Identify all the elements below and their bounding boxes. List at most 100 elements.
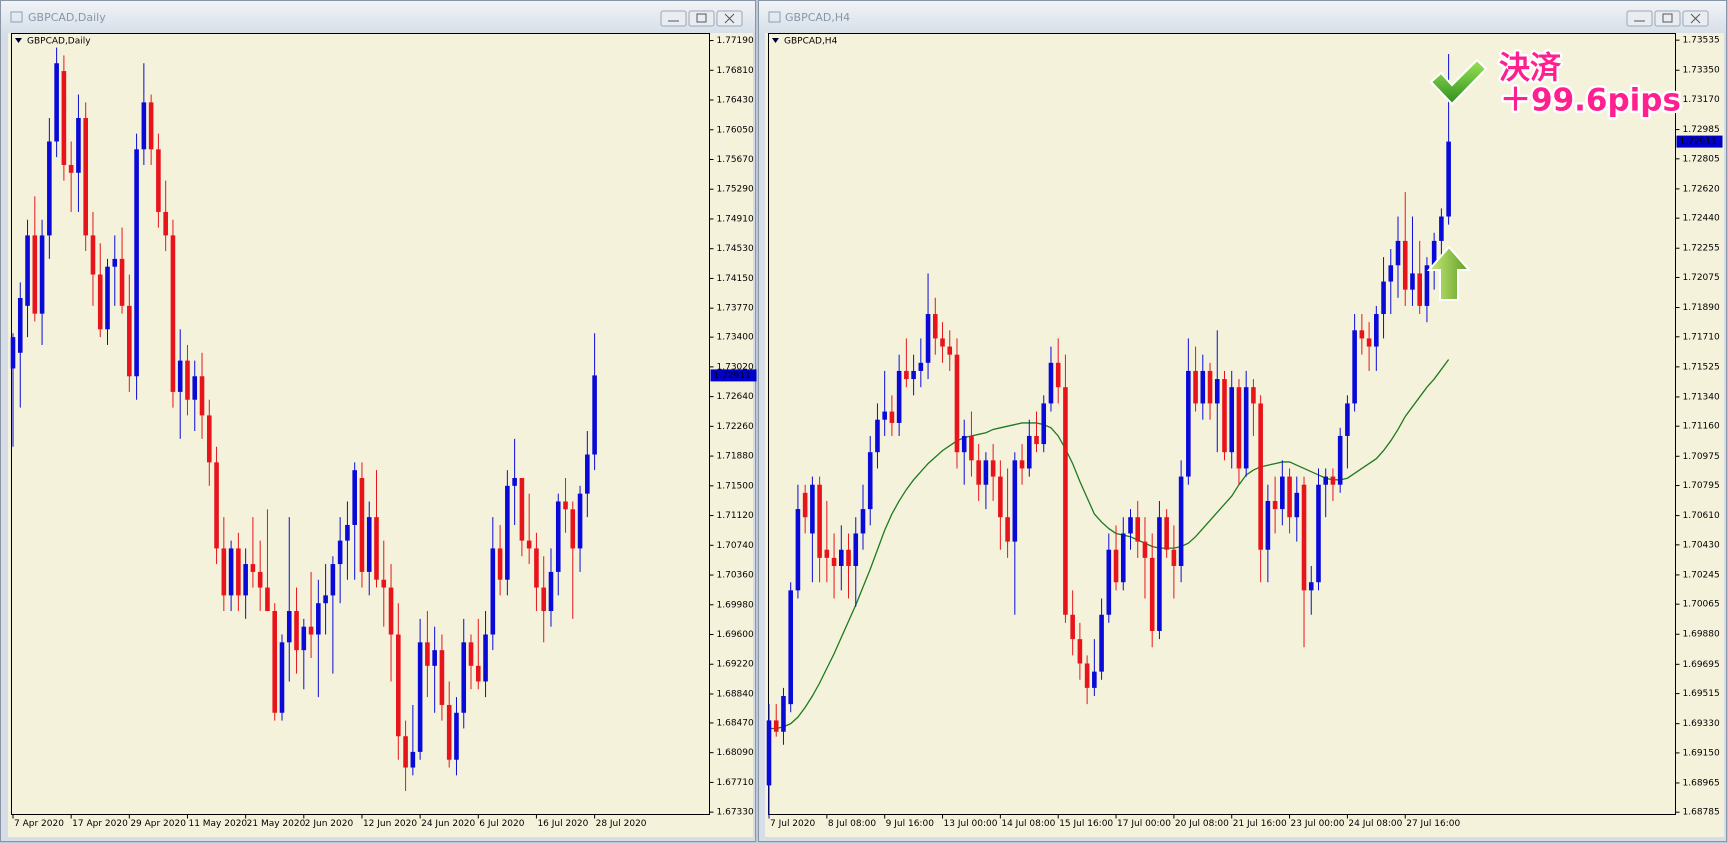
candle-body (1294, 492, 1300, 518)
candle-body (1026, 435, 1032, 469)
candle-body (1149, 557, 1155, 631)
candle-body (177, 360, 183, 392)
y-tick-label: 1.72440 (1683, 214, 1720, 224)
last-price-label: 1.72911 (714, 371, 751, 381)
candle-body (1352, 330, 1357, 404)
window-buttons[interactable] (1626, 10, 1709, 27)
chart-background (8, 33, 753, 837)
candle-body (1063, 387, 1068, 615)
candle-body (1229, 387, 1235, 453)
candle-body (1099, 614, 1104, 672)
candle-body (1200, 370, 1206, 404)
y-tick-label: 1.70245 (1683, 570, 1720, 580)
y-tick-label: 1.75670 (717, 155, 754, 165)
candle-body (90, 235, 96, 275)
window-buttons[interactable] (660, 10, 743, 27)
restore-button[interactable] (688, 10, 715, 27)
x-tick-label: 24 Jun 2020 (421, 819, 475, 829)
candle-body (585, 454, 590, 494)
x-tick-label: 21 May 2020 (247, 819, 306, 829)
x-tick-label: 29 Apr 2020 (130, 819, 186, 829)
y-tick-label: 1.68470 (717, 718, 754, 728)
candle-body (265, 587, 270, 612)
y-tick-label: 1.70360 (717, 571, 754, 581)
y-tick-label: 1.73020 (717, 362, 754, 372)
candle-body (410, 751, 416, 768)
candle-body (32, 235, 38, 314)
y-tick-label: 1.74530 (717, 244, 754, 254)
minimize-button[interactable] (660, 10, 687, 27)
x-tick-label: 6 Jul 2020 (479, 819, 524, 829)
candle-body (1431, 240, 1437, 266)
candle-body (461, 642, 467, 713)
check-mark (1429, 58, 1488, 106)
icon (1690, 13, 1701, 24)
candle-body (961, 435, 967, 453)
y-tick-label: 1.68965 (1683, 778, 1720, 788)
candle-body (802, 492, 808, 518)
window-title: GBPCAD,Daily (28, 11, 106, 24)
candle-body (860, 509, 866, 534)
candle-body (1280, 476, 1285, 510)
last-price-label: 1.72911 (1680, 137, 1717, 147)
candle-body (323, 595, 328, 604)
y-tick-label: 1.71710 (1683, 332, 1720, 342)
chart-label: GBPCAD,Daily (27, 37, 91, 47)
y-tick-label: 1.73170 (1683, 95, 1720, 105)
y-tick-label: 1.72620 (1683, 184, 1720, 194)
candle-body (134, 149, 139, 377)
candle-body (490, 548, 496, 635)
candle-body (359, 477, 365, 572)
menu-arrow[interactable] (15, 38, 22, 43)
y-tick-label: 1.72260 (717, 422, 754, 432)
candle-body (294, 611, 299, 651)
candle-body (505, 485, 510, 580)
candle-body (396, 634, 401, 737)
y-tick-label: 1.71500 (717, 481, 754, 491)
candle-body (839, 549, 844, 566)
candle-body (1316, 484, 1321, 583)
window-title: GBPCAD,H4 (785, 11, 850, 24)
icon (1662, 13, 1673, 23)
candle-body (39, 235, 45, 314)
candle-body (1106, 549, 1112, 615)
y-tick-label: 1.68785 (1683, 808, 1720, 818)
candle-body (206, 415, 212, 463)
y-tick-label: 1.72640 (717, 392, 754, 402)
candle-body (846, 549, 851, 566)
candle-body (954, 354, 960, 453)
x-tick-label: 21 Jul 16:00 (1233, 819, 1287, 829)
candle-body (969, 435, 974, 461)
minimize-button[interactable] (1626, 10, 1653, 27)
candle-body (904, 370, 909, 380)
candle-body (1287, 476, 1292, 518)
candle-body (1034, 435, 1039, 445)
candle-body (1265, 500, 1271, 550)
candle-body (192, 376, 198, 400)
x-tick-label: 23 Jul 00:00 (1291, 819, 1345, 829)
candle-body (468, 642, 474, 666)
candle-body (119, 258, 125, 306)
candle-body (1041, 403, 1047, 445)
y-tick-label: 1.69980 (717, 600, 754, 610)
candle-body (1374, 314, 1379, 347)
candle-body (381, 579, 387, 588)
menu-arrow[interactable] (772, 38, 779, 43)
candle-body (1157, 517, 1162, 631)
candle-body (1142, 541, 1148, 558)
candle-body (1055, 362, 1061, 388)
x-tick-label: 7 Jul 2020 (770, 819, 815, 829)
y-tick-label: 1.70975 (1683, 452, 1720, 462)
candle-body (1330, 476, 1336, 485)
x-tick-label: 8 Jul 08:00 (828, 819, 877, 829)
y-tick-label: 1.74910 (717, 214, 754, 224)
candle-body (534, 548, 539, 588)
candle-body (896, 370, 902, 423)
x-tick-label: 11 May 2020 (188, 819, 247, 829)
restore-button[interactable] (1654, 10, 1681, 27)
y-tick-label: 1.69515 (1683, 689, 1720, 699)
candle-body (1258, 403, 1263, 550)
y-tick-label: 1.71880 (717, 452, 754, 462)
candle-body (352, 470, 357, 525)
